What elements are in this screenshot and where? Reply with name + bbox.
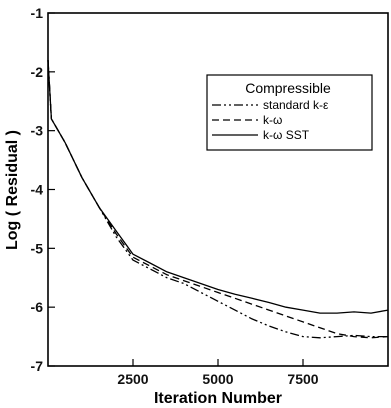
y-tick-label: -6	[31, 299, 44, 315]
legend-title: Compressible	[245, 80, 331, 96]
legend-label-2: k-ω SST	[263, 128, 310, 142]
x-tick-label: 7500	[287, 371, 318, 387]
y-axis-title: Log ( Residual )	[4, 130, 21, 250]
legend: Compressible standard k-εk-ωk-ω SST	[207, 75, 372, 150]
y-tick-label: -1	[31, 5, 44, 21]
x-axis-title: Iteration Number	[154, 390, 282, 407]
y-tick-label: -5	[31, 240, 44, 256]
x-tick-label: 5000	[202, 371, 233, 387]
legend-label-1: k-ω	[263, 113, 282, 127]
x-tick-label: 2500	[117, 371, 148, 387]
y-tick-label: -3	[31, 123, 44, 139]
x-axis: 2500 5000 7500	[117, 359, 318, 387]
legend-label-0: standard k-ε	[263, 98, 329, 112]
y-axis: -1 -2 -3 -4 -5 -6 -7	[31, 5, 55, 374]
y-tick-label: -7	[31, 358, 44, 374]
y-tick-label: -4	[31, 182, 44, 198]
y-tick-label: -2	[31, 64, 44, 80]
